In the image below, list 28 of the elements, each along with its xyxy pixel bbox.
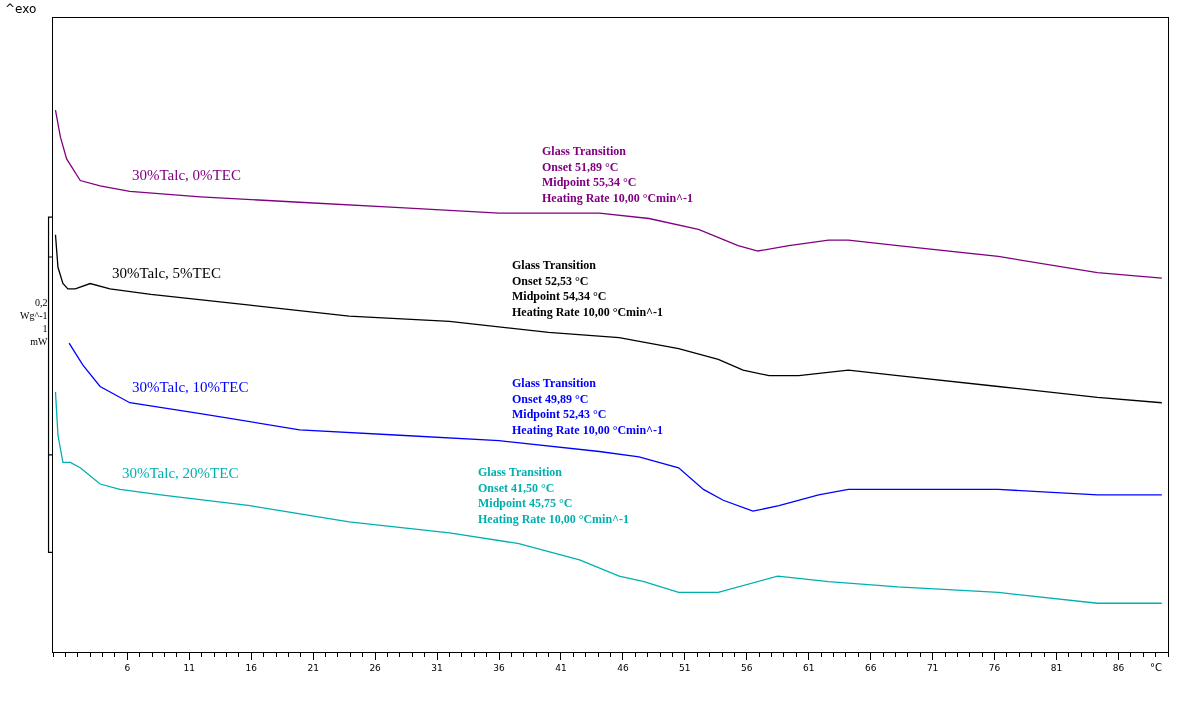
x-tick-label: 41	[555, 662, 567, 673]
x-tick-label: 56	[741, 662, 753, 673]
x-tick-label: 31	[431, 662, 443, 673]
x-tick-label: 26	[369, 662, 382, 673]
x-tick-label: 81	[1050, 662, 1063, 673]
x-tick-label: 6	[124, 662, 131, 673]
x-tick-label: 21	[307, 662, 319, 673]
x-tick-label: 51	[679, 662, 691, 673]
series-label: 30%Talc, 10%TEC	[132, 379, 249, 395]
x-tick-label: 11	[183, 662, 196, 673]
text: ^exo	[5, 2, 37, 16]
annotation: Glass Transition Onset 51,89 °C Midpoint 55,34 °C Heating Rate 10,00 °Cmin^-1	[542, 144, 694, 205]
x-tick-label: 61	[802, 662, 815, 673]
x-tick-label: 16	[245, 662, 258, 673]
annotation: Glass Transition Onset 52,53 °C Midpoint 54,34 °C Heating Rate 10,00 °Cmin^-1	[512, 258, 664, 319]
series-label: 30%Talc, 5%TEC	[112, 265, 221, 281]
x-tick-label: 71	[926, 662, 939, 673]
annotation: Glass Transition Onset 49,89 °C Midpoint 52,43 °C Heating Rate 10,00 °Cmin^-1	[512, 376, 664, 437]
x-tick-label: 76	[988, 662, 1001, 673]
x-tick-label: 46	[617, 662, 629, 673]
x-tick-label: 86	[1112, 662, 1125, 673]
series-label: 30%Talc, 0%TEC	[132, 167, 241, 183]
x-tick-label: 66	[864, 662, 877, 673]
x-axis-title: °C	[1150, 662, 1162, 673]
x-tick-label: 36	[493, 662, 505, 673]
text: 0,2 Wg^-1 1 mW	[20, 297, 49, 347]
annotation: Glass Transition Onset 41,50 °C Midpoint 45,75 °C Heating Rate 10,00 °Cmin^-1	[478, 465, 630, 526]
series-label: 30%Talc, 20%TEC	[122, 465, 239, 481]
